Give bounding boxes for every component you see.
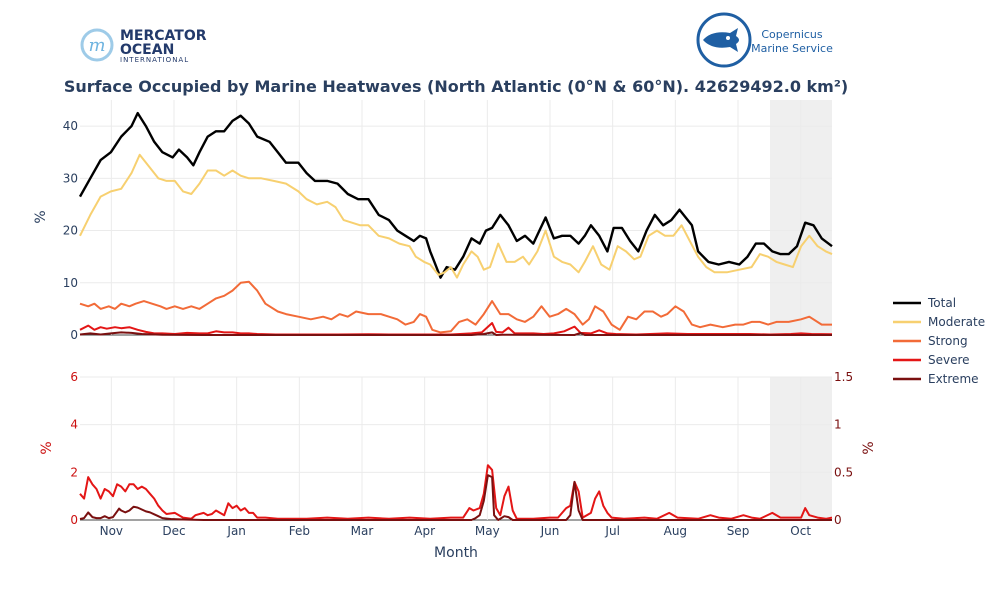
chart-title: Surface Occupied by Marine Heatwaves (No… (64, 77, 848, 96)
y-ticks-bottom-right: 0 0.5 1 1.5 (834, 370, 853, 527)
grid-bottom (80, 376, 832, 521)
y-ticks-bottom-left: 0 2 4 6 (70, 370, 78, 527)
grid-top (80, 100, 832, 336)
legend[interactable]: Total Moderate Strong Severe Extreme (893, 296, 985, 386)
copernicus-logo-line2: Marine Service (751, 42, 833, 55)
legend-item-strong[interactable]: Strong (893, 334, 968, 348)
fish-icon (703, 28, 739, 52)
y-tick-top: 20 (63, 224, 78, 238)
mercator-logo-line3: INTERNATIONAL (120, 56, 189, 64)
series-bottom (79, 464, 833, 521)
x-tick-nov: Nov (100, 524, 123, 538)
y-ticks-top: 0 10 20 30 40 (63, 119, 78, 342)
y-tick-bottom-right: 1 (834, 418, 842, 432)
x-tick-mar: Mar (351, 524, 374, 538)
y-tick-bottom-left: 2 (70, 465, 78, 479)
x-tick-jun: Jun (540, 524, 560, 538)
legend-label: Total (927, 296, 956, 310)
y-tick-top: 0 (70, 328, 78, 342)
series-bottom-severe (79, 464, 833, 520)
y-tick-bottom-right: 0 (834, 513, 842, 527)
copernicus-logo-line1: Copernicus (761, 28, 823, 41)
x-tick-aug: Aug (664, 524, 687, 538)
y-tick-top: 40 (63, 119, 78, 133)
mercator-logo-mark: m (88, 35, 105, 56)
x-ticks: Nov Dec Jan Feb Mar Apr May Jun Jul Aug Sep Oct (100, 524, 812, 538)
y-tick-bottom-right: 0.5 (834, 465, 853, 479)
x-tick-sep: Sep (727, 524, 750, 538)
legend-item-total[interactable]: Total (893, 296, 956, 310)
legend-label: Extreme (928, 372, 979, 386)
x-tick-oct: Oct (790, 524, 811, 538)
y-tick-bottom-left: 4 (70, 418, 78, 432)
mercator-logo-line2: OCEAN (120, 42, 174, 58)
copernicus-marine-logo: Copernicus Marine Service (696, 12, 833, 68)
fish-eye-icon (726, 36, 730, 40)
y-tick-top: 10 (63, 276, 78, 290)
series-top-severe (79, 322, 833, 336)
legend-label: Moderate (928, 315, 985, 329)
x-tick-may: May (475, 524, 500, 538)
series-top-strong (79, 280, 832, 334)
x-tick-dec: Dec (162, 524, 185, 538)
legend-label: Strong (928, 334, 968, 348)
y-tick-bottom-left: 0 (70, 513, 78, 527)
x-tick-feb: Feb (289, 524, 310, 538)
series-bottom-extreme (79, 474, 832, 521)
series-top-total (78, 111, 833, 279)
y-axis-label-bottom-left: % (39, 441, 55, 454)
y-tick-bottom-right: 1.5 (834, 370, 853, 384)
legend-item-moderate[interactable]: Moderate (893, 315, 985, 329)
x-axis-label: Month (434, 545, 478, 561)
legend-item-extreme[interactable]: Extreme (893, 372, 979, 386)
series-top-moderate (79, 153, 833, 279)
x-tick-jul: Jul (604, 524, 619, 538)
legend-item-severe[interactable]: Severe (893, 353, 970, 367)
legend-label: Severe (928, 353, 970, 367)
mercator-ocean-logo: m MERCATOR OCEAN INTERNATIONAL (80, 28, 207, 64)
y-axis-label-bottom-right: % (861, 441, 877, 454)
series-top (78, 111, 833, 336)
x-tick-jan: Jan (226, 524, 246, 538)
mercator-logo-line1: MERCATOR (120, 28, 207, 44)
y-tick-top: 30 (63, 171, 78, 185)
series-top-extreme (79, 331, 832, 336)
mercator-logo-circle (80, 28, 114, 62)
x-tick-apr: Apr (414, 524, 435, 538)
y-tick-bottom-left: 6 (70, 370, 78, 384)
y-axis-label-top: % (33, 210, 49, 223)
